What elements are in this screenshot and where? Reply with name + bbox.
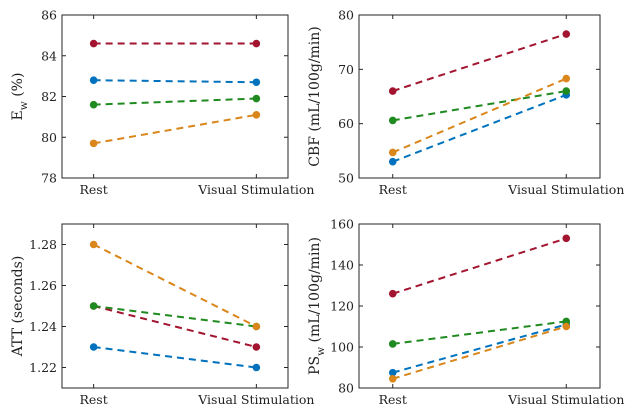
- y-axis-label-unit: (%): [10, 73, 26, 102]
- chart-panel-1: 78 80 82 84 86 Rest Visual Stimulation Ew (%): [10, 8, 314, 198]
- x-tick-label: Rest: [80, 392, 108, 407]
- chart-panel-2: 50 60 70 80 Rest Visual Stimulation CBF (mL/10…: [307, 8, 624, 198]
- y-axis-label-unit: (mL/100g/min): [307, 237, 323, 347]
- data-point-blue-rest: [89, 343, 98, 351]
- y-tick-label: 1.24: [29, 319, 57, 334]
- data-point-orange-visual-stimulation: [252, 111, 261, 119]
- data-point-green-visual-stimulation: [562, 87, 571, 95]
- y-tick-label: 140: [330, 258, 354, 273]
- series-line-orange: [392, 325, 567, 380]
- data-point-red-visual-stimulation: [562, 30, 571, 38]
- series-line-green: [93, 97, 257, 106]
- series-line-blue: [93, 346, 257, 369]
- data-point-red-rest: [388, 87, 397, 95]
- y-tick-label: 80: [338, 8, 354, 23]
- data-point-orange-visual-stimulation: [252, 322, 261, 331]
- y-axis-label: PSw (mL/100g/min): [307, 237, 327, 375]
- x-tick-label: Rest: [379, 182, 407, 197]
- y-tick-label: 82: [41, 89, 57, 104]
- series-line-red: [93, 305, 257, 348]
- chart-panel-3: 1.22 1.24 1.26 1.28 Rest Visual Stimulation AT…: [10, 223, 314, 407]
- series-line-green: [392, 320, 567, 345]
- x-tick-label: Rest: [80, 182, 108, 197]
- y-axis-label: Ew (%): [10, 73, 30, 121]
- data-point-orange-visual-stimulation: [562, 74, 571, 83]
- series-line-red: [392, 33, 567, 93]
- y-tick-label: 78: [41, 171, 57, 186]
- y-tick-label: 80: [41, 130, 57, 145]
- y-tick-label: 60: [338, 116, 354, 131]
- x-tick-label: Visual Stimulation: [197, 182, 314, 197]
- data-point-blue-rest: [89, 76, 98, 84]
- y-tick-label: 120: [330, 299, 354, 314]
- y-tick-label: 100: [330, 340, 354, 355]
- data-point-green-rest: [89, 302, 98, 310]
- data-point-orange-rest: [388, 148, 397, 157]
- series-line-green: [93, 305, 257, 328]
- series-line-red: [392, 237, 567, 295]
- y-tick-label: 1.22: [29, 360, 57, 375]
- y-axis-label-subscript: w: [315, 347, 327, 356]
- y-axis-label: ATT (seconds): [10, 256, 26, 358]
- y-tick-label: 86: [41, 8, 57, 23]
- axes-box: [358, 223, 601, 389]
- y-tick-label: 1.26: [29, 278, 57, 293]
- data-point-orange-rest: [89, 240, 98, 249]
- data-point-orange-rest: [388, 374, 397, 383]
- y-tick-label: 1.28: [29, 237, 57, 252]
- y-axis-label: CBF (mL/100g/min): [307, 26, 323, 167]
- y-tick-label: 84: [41, 48, 57, 63]
- data-point-red-rest: [388, 289, 397, 298]
- series-line-orange: [392, 77, 567, 154]
- axes-box: [358, 14, 601, 179]
- chart-panel-4: 80 100 120 140 160 Rest Visual Stimulation PSw …: [307, 217, 624, 408]
- data-point-green-rest: [388, 116, 397, 125]
- series-line-blue: [392, 323, 567, 374]
- data-point-blue-rest: [388, 157, 397, 166]
- y-axis-label-subscript: w: [18, 101, 30, 110]
- axes-box: [61, 223, 289, 389]
- x-tick-label: Visual Stimulation: [507, 392, 624, 407]
- series-line-orange: [93, 243, 257, 328]
- series-line-blue: [392, 93, 567, 163]
- data-point-blue-visual-stimulation: [252, 363, 261, 372]
- data-point-green-visual-stimulation: [252, 94, 261, 103]
- data-point-blue-visual-stimulation: [252, 78, 261, 87]
- data-point-orange-visual-stimulation: [562, 322, 571, 331]
- y-axis-label-main: ATT (seconds): [10, 256, 26, 358]
- x-tick-label: Visual Stimulation: [507, 182, 624, 197]
- y-axis-label-main: CBF (mL/100g/min): [307, 26, 323, 167]
- x-tick-label: Visual Stimulation: [197, 392, 314, 407]
- data-point-red-visual-stimulation: [252, 343, 261, 351]
- series-line-orange: [93, 113, 257, 145]
- y-tick-label: 50: [338, 171, 354, 186]
- data-point-orange-rest: [89, 139, 98, 148]
- y-axis-label-main: PS: [307, 356, 323, 375]
- y-axis-label-main: E: [10, 110, 26, 120]
- data-point-green-rest: [388, 340, 397, 348]
- series-line-blue: [93, 79, 257, 84]
- data-point-red-rest: [89, 39, 98, 48]
- data-point-red-visual-stimulation: [252, 39, 261, 48]
- y-tick-label: 160: [330, 217, 354, 232]
- y-tick-label: 80: [338, 381, 354, 396]
- series-line-green: [392, 90, 567, 122]
- data-point-green-rest: [89, 100, 98, 109]
- y-tick-label: 70: [338, 62, 354, 77]
- data-point-red-visual-stimulation: [562, 234, 571, 243]
- x-tick-label: Rest: [379, 392, 407, 407]
- data-point-blue-rest: [388, 368, 397, 377]
